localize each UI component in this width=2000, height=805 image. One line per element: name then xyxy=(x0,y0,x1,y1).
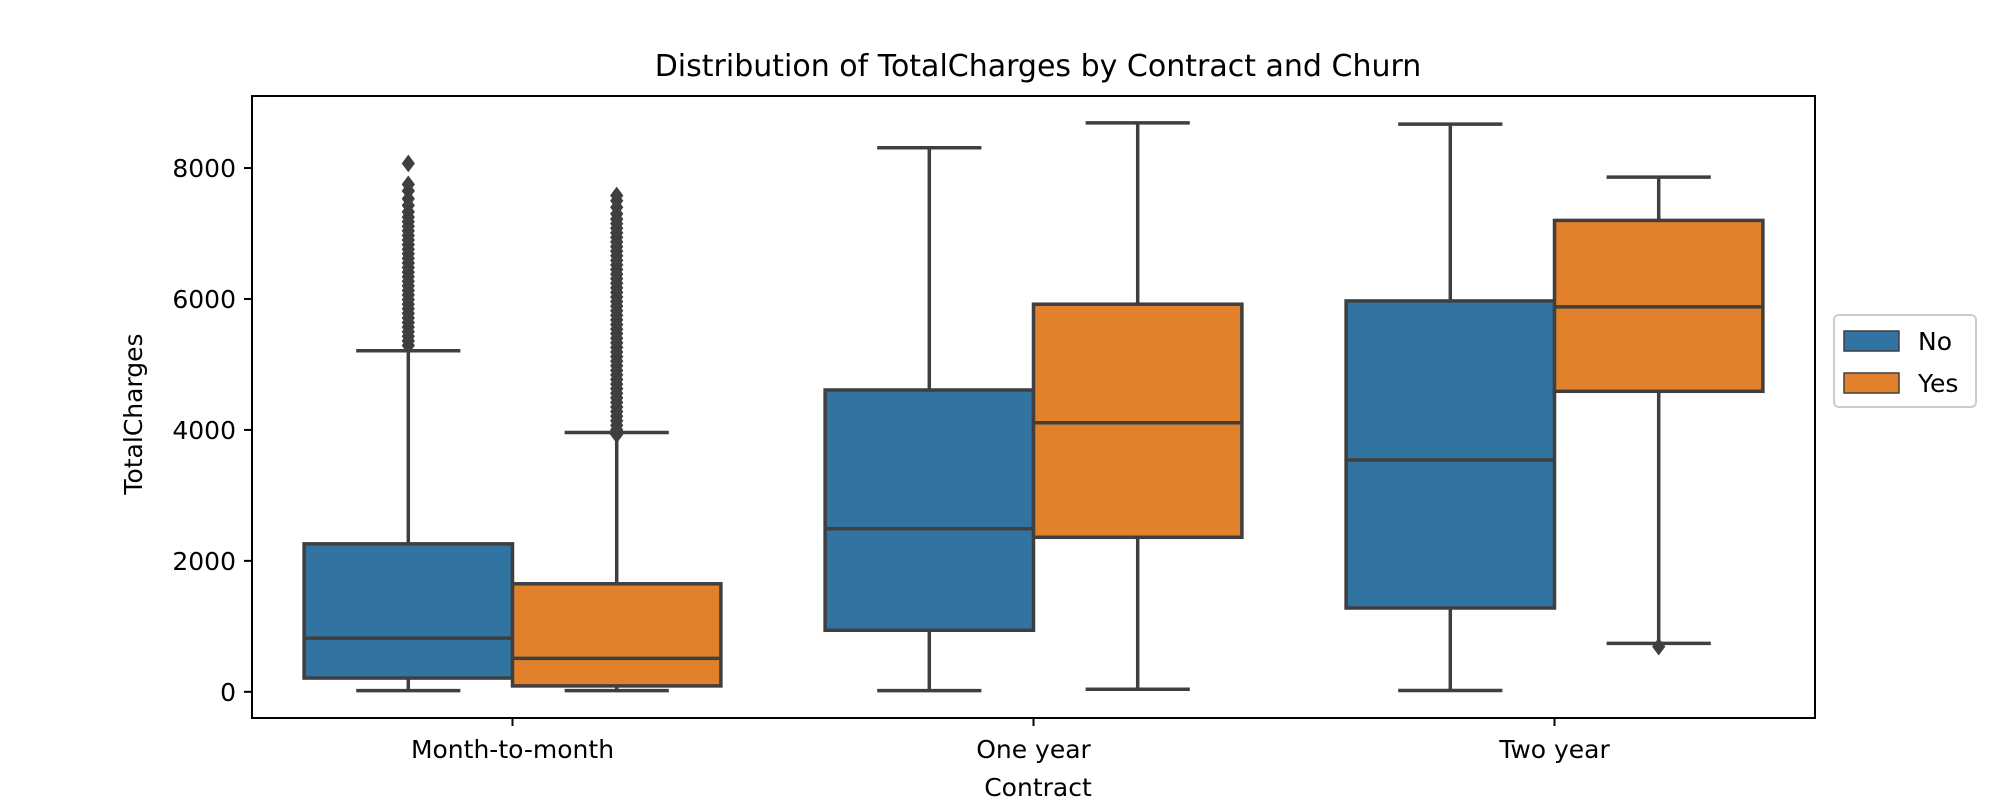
y-tick-label: 8000 xyxy=(172,154,236,183)
plot-area xyxy=(302,121,1765,693)
legend-label-yes: Yes xyxy=(1917,369,1958,398)
box-no-1 xyxy=(823,145,1036,693)
box-iqr xyxy=(510,582,723,688)
legend: No Yes xyxy=(1833,314,1977,408)
box-iqr xyxy=(1344,299,1557,610)
outlier-point xyxy=(1652,637,1666,656)
box-no-2 xyxy=(1344,122,1557,693)
y-tick-label: 0 xyxy=(220,678,236,707)
x-tick-label: One year xyxy=(976,735,1091,764)
y-tick-label: 4000 xyxy=(172,416,236,445)
x-tick-label: Month-to-month xyxy=(411,735,614,764)
axes: 0 2000 4000 6000 8000 Month-to-month One year T… xyxy=(172,95,1816,764)
box-no-0 xyxy=(302,154,515,693)
box-iqr xyxy=(1031,302,1244,540)
x-tick-label: Two year xyxy=(1498,735,1610,764)
legend-label-no: No xyxy=(1918,327,1952,356)
box-yes-1 xyxy=(1031,121,1244,691)
y-tick-label: 2000 xyxy=(172,547,236,576)
box-iqr xyxy=(302,542,515,680)
box-yes-2 xyxy=(1552,175,1765,656)
chart-title: Distribution of TotalCharges by Contract… xyxy=(655,49,1422,84)
legend-swatch-no xyxy=(1843,330,1900,352)
outlier-point xyxy=(401,175,415,194)
y-axis-label: TotalCharges xyxy=(119,333,148,495)
outlier-point xyxy=(401,154,415,173)
box-iqr xyxy=(823,388,1036,633)
x-axis-label: Contract xyxy=(984,773,1092,800)
y-tick-label: 6000 xyxy=(172,285,236,314)
box-yes-0 xyxy=(510,186,723,693)
outlier-point xyxy=(610,186,624,205)
legend-swatch-yes xyxy=(1843,372,1900,394)
